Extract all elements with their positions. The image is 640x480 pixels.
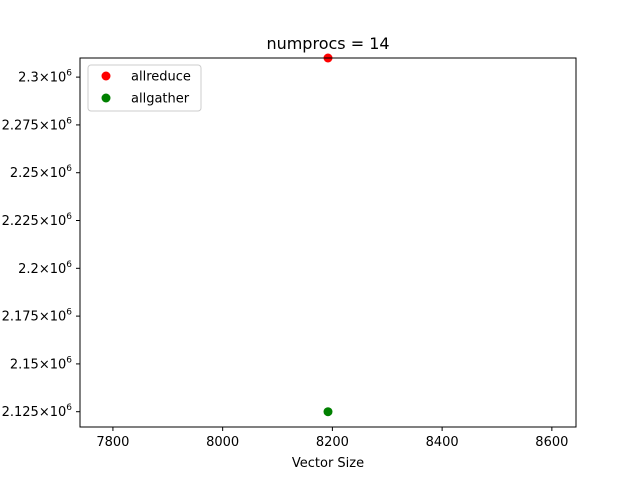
legend-frame	[87, 64, 202, 112]
y-tick-exponent: 6	[66, 212, 72, 222]
y-tick-exponent: 6	[66, 164, 72, 174]
x-axis: 7800 8000 8200 8400 8600	[96, 427, 568, 450]
plot-frame	[79, 57, 577, 428]
y-tick-label: 2.2×106	[18, 260, 72, 277]
y-tick-label: 2.25×106	[10, 164, 72, 181]
y-tick-exponent: 6	[66, 403, 72, 413]
y-tick-label: 2.15×106	[10, 355, 72, 372]
y-tick-label: 2.225×106	[2, 212, 73, 229]
y-tick-mantissa: 2.125×10	[2, 405, 67, 420]
y-tick-mantissa: 2.2×10	[18, 262, 66, 277]
y-tick-mantissa: 2.15×10	[10, 357, 66, 372]
y-tick-label: 2.125×106	[2, 403, 73, 420]
y-tick-exponent: 6	[66, 69, 72, 79]
legend-marker-allgather	[101, 93, 111, 103]
y-tick-exponent: 6	[66, 308, 72, 318]
y-tick-mantissa: 2.3×10	[18, 71, 66, 86]
y-tick-exponent: 6	[66, 355, 72, 365]
x-axis-label: Vector Size	[292, 456, 364, 471]
legend-marker-allreduce	[101, 71, 111, 81]
plot-area	[323, 53, 333, 417]
y-tick-label: 2.175×106	[2, 308, 73, 325]
y-tick-mantissa: 2.275×10	[2, 118, 67, 133]
y-tick-exponent: 6	[66, 260, 72, 270]
y-tick-exponent: 6	[66, 116, 72, 126]
y-tick-mantissa: 2.25×10	[10, 166, 66, 181]
chart-title: numprocs = 14	[266, 34, 389, 53]
y-tick-mantissa: 2.225×10	[2, 214, 67, 229]
y-axis: 2.125×1062.15×1062.175×1062.2×1062.225×1…	[2, 69, 80, 420]
x-tick-label: 8200	[316, 435, 349, 450]
x-tick-label: 8000	[206, 435, 239, 450]
data-point-allgather	[323, 407, 333, 417]
x-tick-label: 7800	[96, 435, 129, 450]
y-tick-mantissa: 2.175×10	[2, 310, 67, 325]
x-tick-label: 8400	[426, 435, 459, 450]
y-tick-label: 2.3×106	[18, 69, 72, 86]
x-tick-label: 8600	[535, 435, 568, 450]
legend-label-allgather: allgather	[131, 92, 190, 107]
legend: allreduce allgather	[87, 64, 202, 112]
y-tick-label: 2.275×106	[2, 116, 73, 133]
legend-label-allreduce: allreduce	[131, 70, 191, 85]
